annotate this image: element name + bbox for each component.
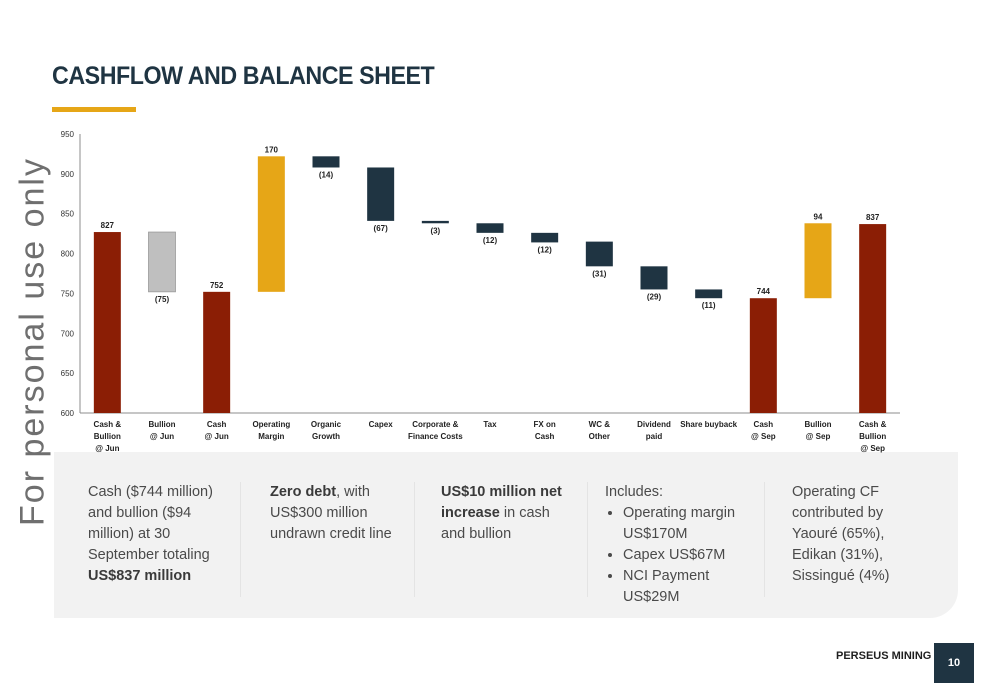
note-text: Operating CF contributed by Yaouré (65%)… xyxy=(792,484,890,584)
data-label: (75) xyxy=(155,295,170,304)
bar-14 xyxy=(859,224,887,413)
data-label: 837 xyxy=(866,213,880,222)
y-tick-label: 850 xyxy=(61,210,75,219)
data-label: (3) xyxy=(430,226,440,235)
y-tick-label: 650 xyxy=(61,369,75,378)
y-tick-label: 800 xyxy=(61,250,75,259)
note-bold: US$837 million xyxy=(88,568,192,584)
category-label: Other xyxy=(589,432,610,441)
bar-1 xyxy=(148,231,176,293)
category-label: Corporate & xyxy=(412,420,458,429)
notes-panel xyxy=(54,452,958,618)
category-label: Cash xyxy=(207,420,227,429)
bar-12 xyxy=(749,298,777,413)
data-label: 170 xyxy=(265,145,279,154)
category-label: Cash xyxy=(754,420,774,429)
y-tick-label: 600 xyxy=(61,409,75,418)
y-tick-label: 900 xyxy=(61,170,75,179)
category-label: Finance Costs xyxy=(408,432,463,441)
data-label: (31) xyxy=(592,269,607,278)
bar-2 xyxy=(203,291,231,413)
footer-brand: PERSEUS MINING xyxy=(836,650,932,662)
data-label: (12) xyxy=(483,236,498,245)
category-label: Dividend xyxy=(637,420,671,429)
category-label: @ Sep xyxy=(860,444,885,453)
waterfall-chart: 600 650 700 750 800 850 900 950 827 (75) 752 170 (1… xyxy=(61,130,900,453)
note-zero-debt: Zero debt, with US$300 million undrawn c… xyxy=(270,482,410,545)
data-label: 744 xyxy=(757,287,771,296)
category-label: Bullion xyxy=(148,420,175,429)
data-label: (29) xyxy=(647,292,662,301)
list-item: NCI Payment US$29M xyxy=(623,566,765,608)
bar-6 xyxy=(421,220,449,224)
data-label: 752 xyxy=(210,281,224,290)
note-list: Operating margin US$170M Capex US$67M NC… xyxy=(605,503,765,608)
category-label: WC & xyxy=(589,420,611,429)
list-item: Capex US$67M xyxy=(623,545,765,566)
note-text: Cash ($744 million) and bullion ($94 mil… xyxy=(88,484,213,563)
category-label: @ Jun xyxy=(95,444,119,453)
category-label: Margin xyxy=(258,432,284,441)
chart-bars xyxy=(93,156,887,413)
category-label: Share buyback xyxy=(680,420,737,429)
y-tick-label: 950 xyxy=(61,130,75,139)
bar-4 xyxy=(312,156,340,168)
data-label: (12) xyxy=(538,245,553,254)
chart-category-labels: Cash & Bullion @ Jun Bullion @ Jun Cash @ Jun O… xyxy=(94,420,887,453)
data-label: (11) xyxy=(702,301,716,310)
bar-10 xyxy=(640,266,668,290)
bar-8 xyxy=(531,232,559,243)
data-label: (67) xyxy=(374,224,389,233)
note-cash-bullion: Cash ($744 million) and bullion ($94 mil… xyxy=(88,482,228,587)
category-label: Cash & xyxy=(94,420,122,429)
bar-11 xyxy=(695,289,723,299)
category-label: Operating xyxy=(252,420,290,429)
note-net-increase: US$10 million net increase in cash and b… xyxy=(441,482,571,545)
data-label: (14) xyxy=(319,170,334,179)
bar-0 xyxy=(93,232,121,413)
page-number: 10 xyxy=(934,643,974,683)
category-label: @ Sep xyxy=(806,432,831,441)
category-label: Capex xyxy=(369,420,394,429)
y-tick-label: 700 xyxy=(61,329,75,338)
y-tick-label: 750 xyxy=(61,289,75,298)
note-bold: US$10 million net increase xyxy=(441,484,562,521)
bar-9 xyxy=(585,241,613,267)
category-label: Bullion xyxy=(94,432,121,441)
bar-3 xyxy=(257,156,285,292)
data-label: 827 xyxy=(101,221,115,230)
category-label: Organic xyxy=(311,420,342,429)
note-divider xyxy=(240,482,241,597)
bar-7 xyxy=(476,223,504,233)
category-label: @ Jun xyxy=(150,432,174,441)
note-heading: Includes: xyxy=(605,484,664,500)
category-label: Bullion xyxy=(859,432,886,441)
data-label: 94 xyxy=(814,212,823,221)
category-label: Cash xyxy=(535,432,555,441)
category-label: Growth xyxy=(312,432,340,441)
bar-5 xyxy=(367,167,395,221)
list-item: Operating margin US$170M xyxy=(623,503,765,545)
note-text: in cash and bullion xyxy=(441,505,550,542)
slide-title: CASHFLOW AND BALANCE SHEET xyxy=(52,62,435,90)
note-divider xyxy=(587,482,588,597)
note-divider xyxy=(414,482,415,597)
category-label: paid xyxy=(646,432,663,441)
note-divider xyxy=(764,482,765,597)
note-bold: Zero debt xyxy=(270,484,337,500)
note-operating-cf: Operating CF contributed by Yaouré (65%)… xyxy=(792,482,927,587)
note-text: , with US$300 million undrawn credit lin… xyxy=(270,484,392,542)
note-includes: Includes: Operating margin US$170M Capex… xyxy=(605,482,765,608)
category-label: FX on xyxy=(534,420,556,429)
category-label: @ Sep xyxy=(751,432,776,441)
category-label: Cash & xyxy=(859,420,887,429)
title-underline xyxy=(52,107,136,112)
category-label: Bullion xyxy=(804,420,831,429)
category-label: @ Jun xyxy=(205,432,229,441)
category-label: Tax xyxy=(483,420,497,429)
bar-13 xyxy=(804,223,832,299)
chart-data-labels: 827 (75) 752 170 (14) (67) (3) (12) (12) (31) (29)… xyxy=(101,145,880,310)
